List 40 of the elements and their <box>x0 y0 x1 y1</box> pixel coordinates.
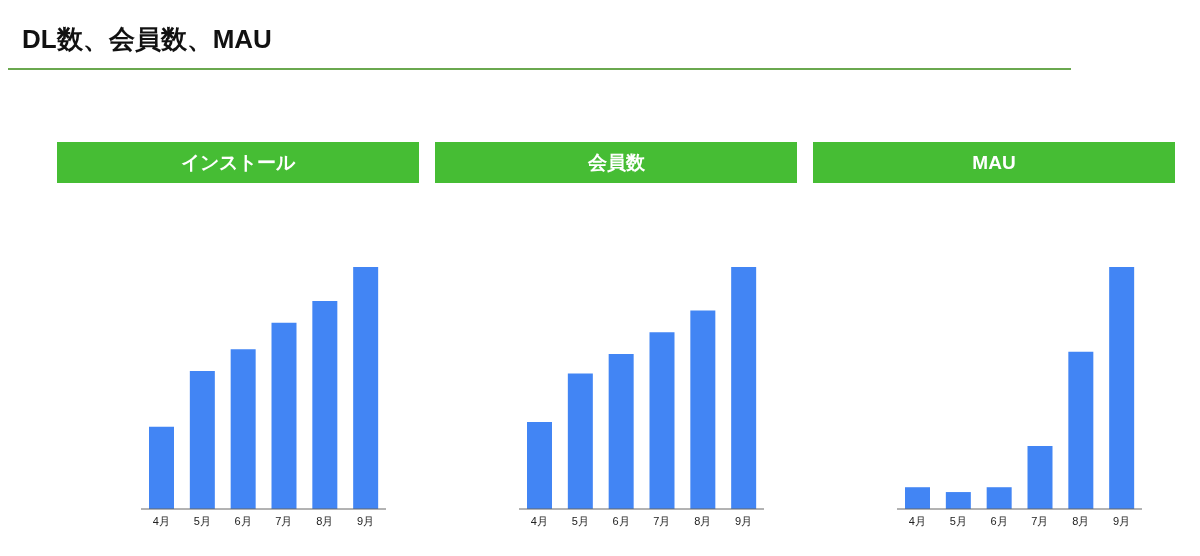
x-tick-label: 6月 <box>990 514 1008 527</box>
text: DL数、会員数、MAU <box>22 23 272 56</box>
x-tick-label: 8月 <box>1072 514 1090 527</box>
x-tick-label: 4月 <box>530 514 548 527</box>
chart-title: MAU <box>813 142 1175 183</box>
bar <box>945 492 971 509</box>
x-tick-label: 7月 <box>653 514 671 527</box>
bar <box>567 373 593 509</box>
bar <box>608 354 634 509</box>
bar <box>230 349 256 509</box>
x-tick-label: 9月 <box>357 514 375 527</box>
bar <box>527 421 552 509</box>
x-tick-label: 9月 <box>735 514 753 527</box>
bar <box>690 310 716 509</box>
bar <box>986 487 1012 509</box>
bar <box>353 267 379 509</box>
x-tick-label: 5月 <box>949 514 967 527</box>
bar <box>149 426 174 509</box>
bar <box>271 322 297 509</box>
bar <box>189 371 215 509</box>
bar <box>1109 267 1135 509</box>
x-tick-label: 9月 <box>1113 514 1131 527</box>
x-tick-label: 7月 <box>275 514 293 527</box>
x-tick-label: 4月 <box>152 514 170 527</box>
bar <box>649 332 675 509</box>
bar <box>1027 446 1053 509</box>
x-tick-label: 5月 <box>193 514 211 527</box>
x-tick-label: 6月 <box>612 514 630 527</box>
bar <box>1068 351 1094 509</box>
x-tick-label: 4月 <box>908 514 926 527</box>
x-tick-label: 8月 <box>694 514 712 527</box>
x-tick-label: 5月 <box>571 514 589 527</box>
chart-title: 会員数 <box>435 142 797 183</box>
bar <box>905 487 930 509</box>
bar <box>312 300 338 509</box>
x-tick-label: 8月 <box>316 514 334 527</box>
bar <box>731 267 757 509</box>
chart-title: インストール <box>57 142 419 183</box>
x-tick-label: 6月 <box>234 514 252 527</box>
x-tick-label: 7月 <box>1031 514 1049 527</box>
